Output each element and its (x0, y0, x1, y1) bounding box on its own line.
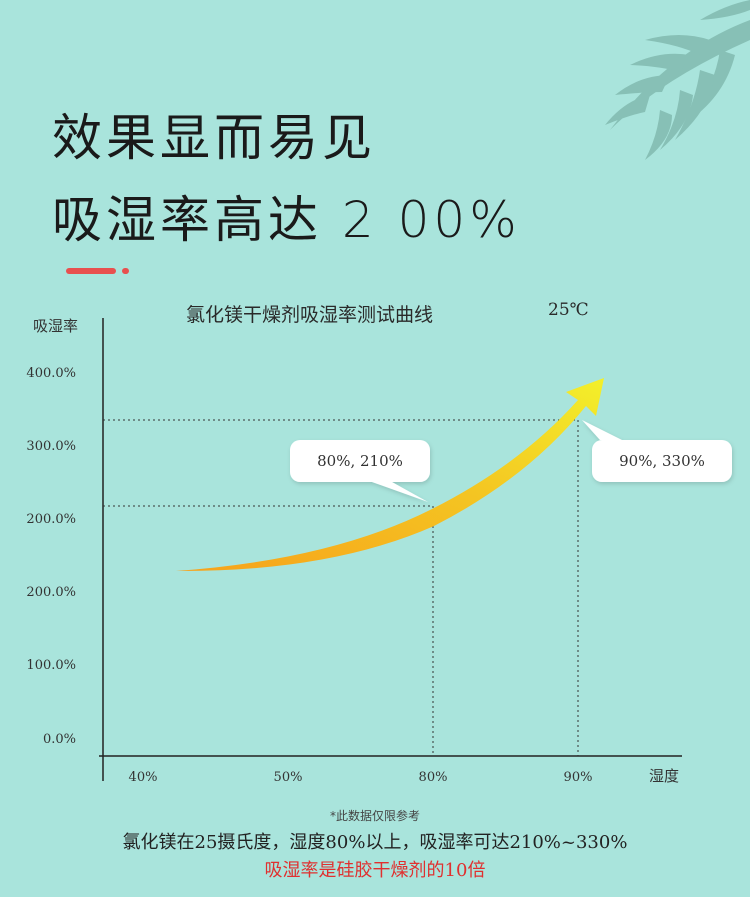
caption-highlight: 吸湿率是硅胶干燥剂的10倍 (264, 860, 486, 881)
callout-label: 90%, 330% (619, 452, 705, 470)
headline-line2: 吸湿率高达 2 00% (52, 191, 521, 249)
y-tick-label: 0.0% (43, 732, 76, 747)
x-tick-label: 40% (129, 770, 158, 785)
caption: 氯化镁在25摄氏度，湿度80%以上，吸湿率可达210%~330% (122, 832, 628, 853)
y-tick-label: 200.0% (26, 585, 76, 600)
chart-title: 氯化镁干燥剂吸湿率测试曲线 (186, 304, 434, 326)
callout-bubble: 80%, 210% (290, 440, 430, 502)
callout-tail (372, 482, 428, 502)
x-tick-label: 80% (419, 770, 448, 785)
y-tick-label: 400.0% (26, 366, 76, 381)
callout-box (592, 440, 732, 482)
accent-bar (66, 268, 116, 274)
y-tick-label: 300.0% (26, 439, 76, 454)
callout-label: 80%, 210% (317, 452, 403, 470)
palm-leaf-icon (605, 0, 750, 160)
y-tick-label: 200.0% (26, 512, 76, 527)
y-axis-title: 吸湿率 (33, 317, 78, 335)
headline-line1: 效果显而易见 (52, 109, 376, 167)
callout-tail (582, 420, 622, 440)
callout-bubble: 90%, 330% (582, 420, 732, 482)
callout-box (290, 440, 430, 482)
footnote: *此数据仅限参考 (329, 809, 420, 823)
accent-dot (122, 268, 129, 274)
x-tick-label: 90% (564, 770, 593, 785)
data-curve-arrow (176, 378, 604, 572)
x-tick-label: 50% (274, 770, 303, 785)
x-axis-title: 湿度 (649, 767, 679, 785)
chart-condition: 25℃ (548, 300, 589, 320)
y-tick-label: 100.0% (26, 658, 76, 673)
